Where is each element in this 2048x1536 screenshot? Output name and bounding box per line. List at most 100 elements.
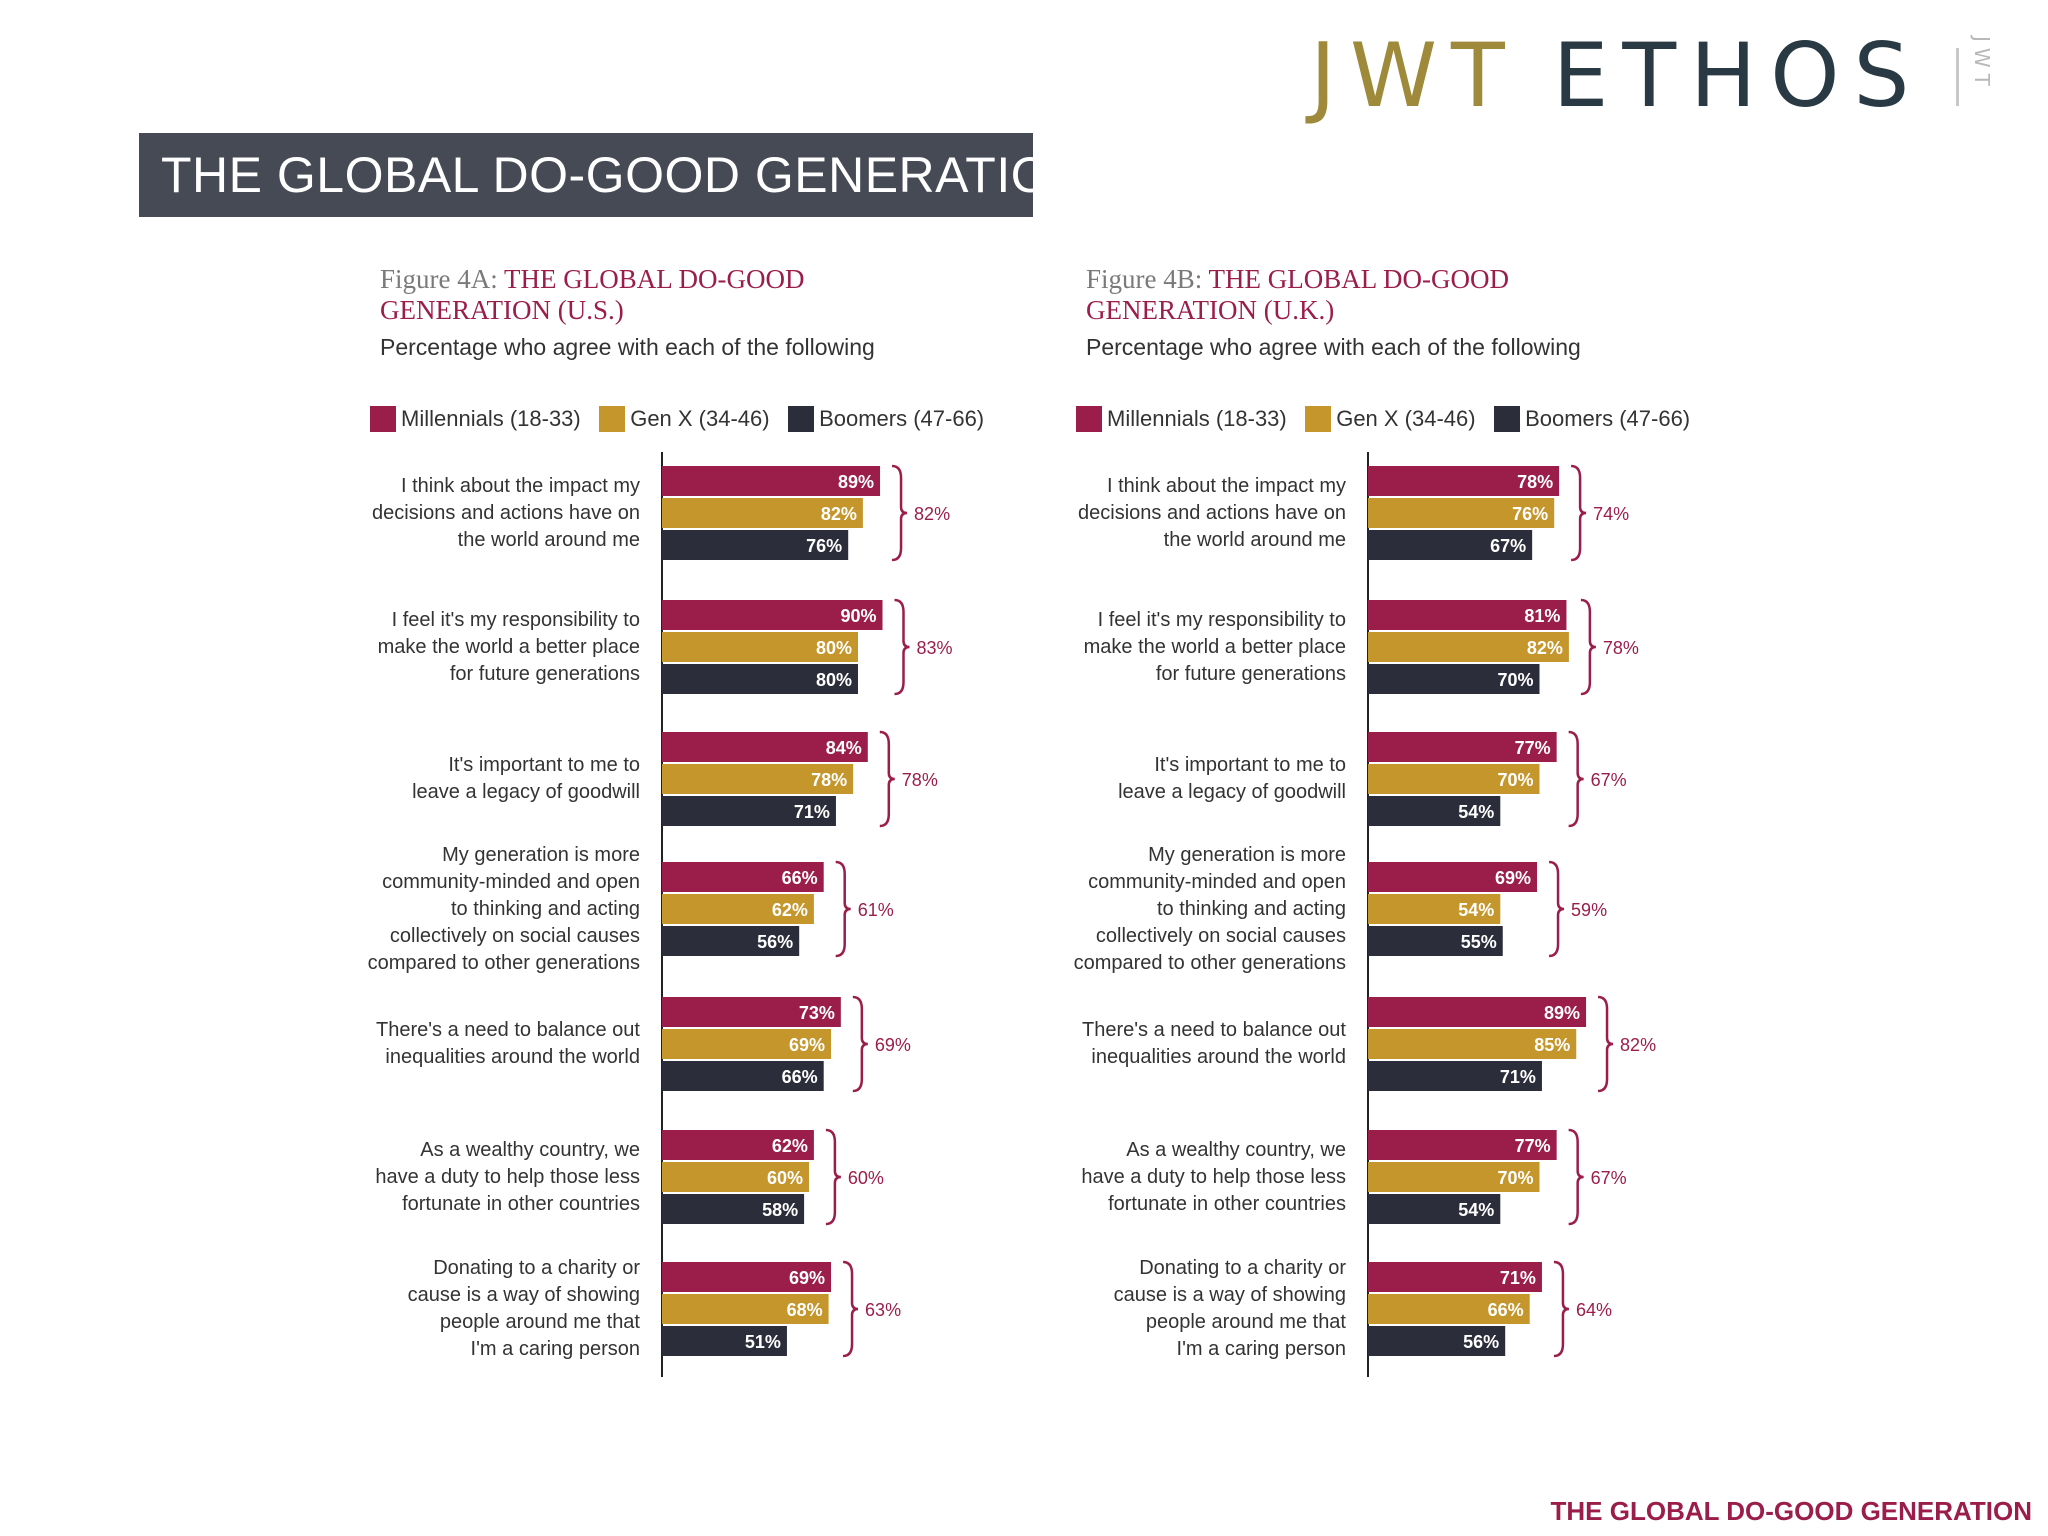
category-label: I feel it's my responsibility to make the… (1056, 607, 1346, 688)
category-label-line: As a wealthy country, we (1126, 1138, 1346, 1161)
bar-genx (1368, 1162, 1540, 1192)
bar-value-label-millennials: 78% (1517, 472, 1553, 492)
bar-value-label-millennials: 84% (826, 738, 862, 758)
category-label: There's a need to balance out inequalitie… (350, 1017, 640, 1071)
category-label: Donating to a charity or cause is a way o… (1056, 1255, 1346, 1363)
group-total-label: 74% (1593, 504, 1629, 524)
logo-jwt-text: JWT (1310, 24, 1519, 127)
bar-millennials (1368, 862, 1538, 892)
bar-value-label-genx: 70% (1497, 1168, 1533, 1188)
group-bracket (894, 598, 910, 696)
bar-value-label-genx: 66% (1488, 1300, 1524, 1320)
category-label: My generation is more community-minded an… (350, 842, 640, 977)
bar-value-label-boomers: 56% (757, 932, 793, 952)
category-label-line: decisions and actions have on (1078, 501, 1346, 524)
bar-value-label-boomers: 71% (794, 802, 830, 822)
figure-title: Figure 4B: THE GLOBAL DO-GOOD GENERATION… (1086, 264, 1606, 326)
category-label-line: leave a legacy of goodwill (412, 781, 640, 803)
category-label-line: As a wealthy country, we (420, 1138, 640, 1161)
group-bracket (1548, 860, 1565, 958)
legend-swatch-millennials (370, 406, 396, 432)
category-label-line: community-minded and open (1088, 870, 1346, 893)
category-label-line: community-minded and open (382, 870, 640, 893)
bar-value-label-millennials: 81% (1524, 606, 1560, 626)
bar-value-label-genx: 82% (1527, 638, 1563, 658)
category-label-line: My generation is more (1148, 843, 1346, 866)
bar-genx (662, 632, 858, 662)
category-label-line: fortunate in other countries (1108, 1192, 1346, 1215)
page-title-banner: THE GLOBAL DO-GOOD GENERATION (139, 133, 1086, 217)
bar-boomers (662, 530, 849, 560)
category-label-line: decisions and actions have on (372, 501, 640, 524)
bar-value-label-boomers: 71% (1500, 1067, 1536, 1087)
bar-value-label-millennials: 69% (789, 1268, 825, 1288)
bar-value-label-genx: 76% (1512, 504, 1548, 524)
bar-chart-us: 89% 82% 76% 82% 90% 80% 80% 83% 84% 78% 71% 78% 66% 6… (661, 452, 953, 1377)
category-label-line: I feel it's my responsibility to (1097, 608, 1346, 631)
bar-value-label-boomers: 56% (1463, 1332, 1499, 1352)
bar-value-label-genx: 78% (811, 770, 847, 790)
bar-millennials (662, 466, 881, 496)
category-label-line: Donating to a charity or (1139, 1257, 1346, 1279)
bar-genx (662, 498, 863, 528)
category-label: As a wealthy country, we have a duty to h… (350, 1137, 640, 1218)
group-bracket (879, 730, 895, 828)
group-bracket (1568, 730, 1584, 828)
category-label: It's important to me to leave a legacy of… (1056, 752, 1346, 806)
bar-value-label-millennials: 89% (1544, 1003, 1580, 1023)
bar-millennials (1368, 1262, 1542, 1292)
bar-millennials (662, 997, 841, 1027)
bar-value-label-genx: 54% (1458, 900, 1494, 920)
group-bracket (1553, 1260, 1570, 1358)
legend-label-boomers: Boomers (47-66) (819, 406, 985, 431)
category-label-line: the world around me (457, 528, 640, 551)
category-label-line: compared to other generations (1073, 951, 1346, 974)
bar-millennials (662, 862, 824, 892)
category-label-line: have a duty to help those less (375, 1165, 640, 1188)
bar-value-label-genx: 80% (816, 638, 852, 658)
bar-value-label-boomers: 70% (1497, 670, 1533, 690)
category-label: I think about the impact my decisions and… (1056, 473, 1346, 554)
category-label-line: I think about the impact my (1106, 474, 1346, 497)
legend-item-genx: Gen X (34-46) (599, 406, 770, 432)
figure-4b-panel: Figure 4B: THE GLOBAL DO-GOOD GENERATION… (1056, 262, 1776, 1412)
category-label: It's important to me to leave a legacy of… (350, 752, 640, 806)
category-label: I feel it's my responsibility to make the… (350, 607, 640, 688)
legend-item-millennials: Millennials (18-33) (1076, 406, 1287, 432)
group-bracket (1580, 598, 1596, 696)
legend-label-boomers: Boomers (47-66) (1525, 406, 1691, 431)
category-label-line: for future generations (1155, 662, 1346, 685)
category-label: As a wealthy country, we have a duty to h… (1056, 1137, 1346, 1218)
bar-boomers (1368, 926, 1503, 956)
category-label: Donating to a charity or cause is a way o… (350, 1255, 640, 1363)
bar-value-label-genx: 62% (772, 900, 808, 920)
bar-value-label-millennials: 77% (1515, 738, 1551, 758)
bar-value-label-millennials: 62% (772, 1136, 808, 1156)
group-total-label: 59% (1571, 900, 1607, 920)
group-total-label: 61% (858, 900, 894, 920)
bar-value-label-boomers: 58% (762, 1200, 798, 1220)
group-bracket (891, 464, 908, 562)
bar-millennials (1368, 466, 1560, 496)
group-total-label: 64% (1576, 1300, 1612, 1320)
category-label-line: My generation is more (442, 843, 640, 866)
bar-genx (1368, 498, 1555, 528)
category-label-line: collectively on social causes (1095, 924, 1346, 947)
bar-millennials (1368, 997, 1587, 1027)
category-label-line: inequalities around the world (1091, 1046, 1346, 1068)
category-label-line: inequalities around the world (385, 1046, 640, 1068)
category-label-line: fortunate in other countries (402, 1192, 640, 1215)
bar-value-label-millennials: 89% (838, 472, 874, 492)
bar-genx (1368, 1294, 1530, 1324)
category-label-line: Donating to a charity or (433, 1257, 640, 1279)
group-total-label: 82% (1620, 1035, 1656, 1055)
bar-boomers (662, 1061, 824, 1091)
figure-subtitle: Percentage who agree with each of the fo… (380, 334, 875, 360)
group-total-label: 82% (914, 504, 950, 524)
group-bracket (842, 1260, 859, 1358)
bar-boomers (1368, 796, 1501, 826)
bar-value-label-millennials: 66% (782, 868, 818, 888)
figure-4a-panel: Figure 4A: THE GLOBAL DO-GOOD GENERATION… (350, 262, 1070, 1412)
bar-millennials (662, 600, 883, 630)
legend-label-millennials: Millennials (18-33) (401, 406, 581, 431)
